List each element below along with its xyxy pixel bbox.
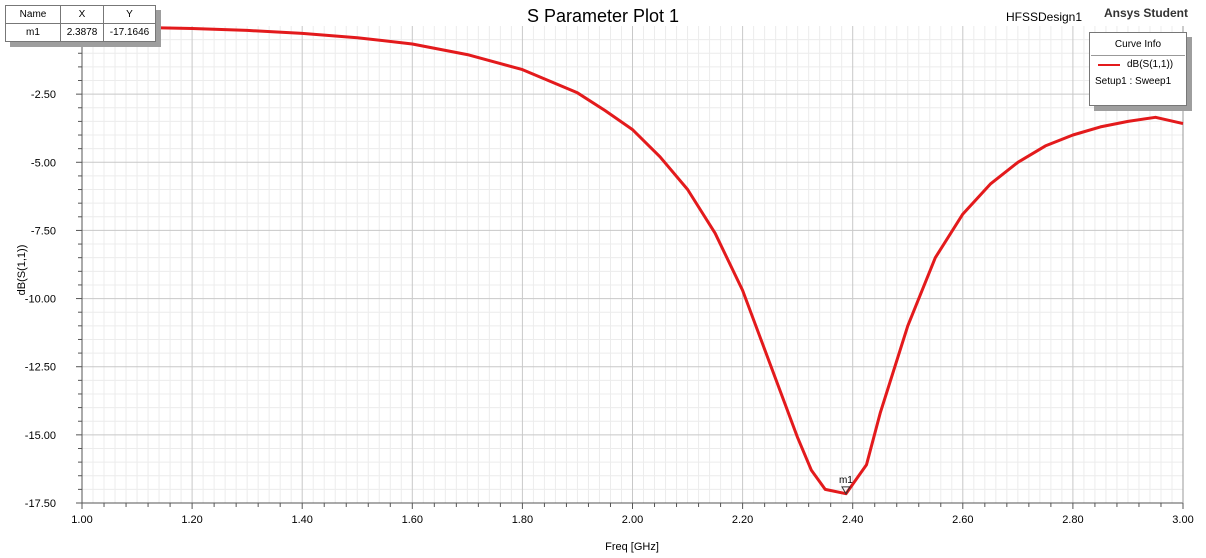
legend-series-name: dB(S(1,1)) bbox=[1127, 59, 1174, 70]
x-tick-label: 2.80 bbox=[1062, 514, 1083, 526]
marker-table: Name X Y m1 2.3878 -17.1646 bbox=[5, 5, 156, 42]
axis-ticks bbox=[76, 25, 1184, 509]
marker-header-name: Name bbox=[5, 5, 61, 24]
marker-triangle-icon bbox=[841, 486, 851, 495]
marker-y-cell: -17.1646 bbox=[103, 23, 156, 42]
x-tick-label: 3.00 bbox=[1172, 514, 1193, 526]
y-tick-label: -15.00 bbox=[25, 430, 56, 442]
marker-header-x: X bbox=[60, 5, 104, 24]
trace-group bbox=[81, 25, 1184, 496]
marker-label: m1 bbox=[839, 475, 853, 486]
x-tick-label: 1.20 bbox=[181, 514, 202, 526]
marker-header-y: Y bbox=[103, 5, 156, 24]
legend-divider bbox=[1091, 55, 1185, 56]
curve-info-legend[interactable]: Curve Info dB(S(1,1)) Setup1 : Sweep1 bbox=[1089, 32, 1187, 106]
y-tick-label: -12.50 bbox=[25, 362, 56, 374]
marker-table-header: Name X Y bbox=[5, 5, 156, 24]
y-axis-label: dB(S(1,1)) bbox=[16, 245, 28, 296]
marker-x-cell: 2.3878 bbox=[60, 23, 104, 42]
legend-title: Curve Info bbox=[1114, 39, 1162, 50]
x-tick-label: 1.80 bbox=[512, 514, 533, 526]
legend-setup: Setup1 : Sweep1 bbox=[1095, 76, 1172, 87]
marker-name-cell: m1 bbox=[5, 23, 61, 42]
x-tick-label: 1.00 bbox=[71, 514, 92, 526]
table-row: m1 2.3878 -17.1646 bbox=[5, 23, 156, 42]
x-axis-label: Freq [GHz] bbox=[605, 541, 659, 553]
y-tick-label: -17.50 bbox=[25, 498, 56, 510]
axis-tick-labels: 1.00 1.20 1.40 1.60 1.80 2.00 2.20 2.40 2.60 2.80… bbox=[25, 89, 1194, 526]
x-tick-label: 2.20 bbox=[732, 514, 753, 526]
chart-title: S Parameter Plot 1 bbox=[526, 6, 680, 26]
y-tick-label: -10.00 bbox=[25, 294, 56, 306]
design-name: HFSSDesign1 bbox=[1006, 10, 1083, 24]
x-tick-label: 2.00 bbox=[622, 514, 643, 526]
legend-swatch bbox=[1098, 64, 1120, 66]
y-tick-label: -5.00 bbox=[31, 157, 56, 169]
trace-line bbox=[81, 25, 1184, 496]
y-tick-label: -7.50 bbox=[31, 225, 56, 237]
y-tick-label: -2.50 bbox=[31, 89, 56, 101]
x-tick-label: 1.60 bbox=[402, 514, 423, 526]
marker-group: m1 bbox=[839, 475, 853, 495]
x-tick-label: 2.40 bbox=[842, 514, 863, 526]
x-tick-label: 1.40 bbox=[291, 514, 312, 526]
x-tick-label: 2.60 bbox=[952, 514, 973, 526]
chart-grid bbox=[81, 26, 1184, 504]
brand-label: Ansys Student bbox=[1104, 6, 1189, 20]
